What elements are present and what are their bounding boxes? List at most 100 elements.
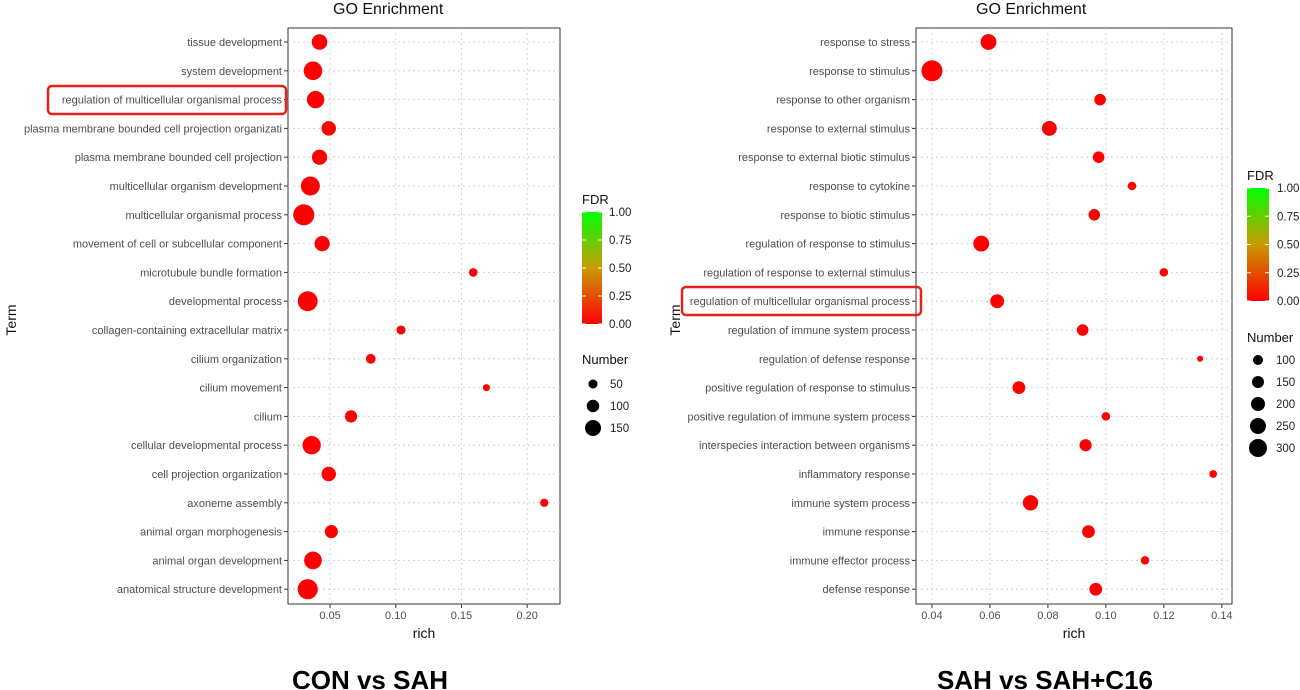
number-legend-title: Number <box>582 352 629 367</box>
x-axis-label: rich <box>413 625 436 641</box>
chart-panel-con-vs-sah: 0.05 0.10 0.15 0.20 tissue development system… <box>3 1 631 690</box>
number-legend-label: 50 <box>610 379 623 391</box>
fdr-legend-label: 0.25 <box>609 291 631 303</box>
data-point <box>1041 120 1057 136</box>
x-tick-label: 0.14 <box>1211 610 1232 622</box>
term-label: system development <box>181 66 282 78</box>
fdr-legend-title: FDR <box>1247 168 1274 183</box>
term-label: anatomical structure development <box>117 584 282 596</box>
data-point <box>311 34 328 50</box>
fdr-legend-label: 0.75 <box>1277 211 1299 223</box>
number-legend-dot <box>1253 355 1263 365</box>
term-label: plasma membrane bounded cell projection <box>75 152 282 164</box>
data-point <box>303 61 323 81</box>
term-label: cell projection organization <box>152 469 282 481</box>
term-label: regulation of response to external stimu… <box>703 267 910 279</box>
term-label: multicellular organismal process <box>125 210 282 222</box>
number-legend-title: Number <box>1247 330 1294 345</box>
term-label: microtubule bundle formation <box>140 267 282 279</box>
data-point <box>540 498 549 507</box>
data-point <box>980 34 997 50</box>
plot-area <box>915 27 1233 605</box>
highlight-box <box>46 84 288 116</box>
y-axis-label: Term <box>667 304 683 335</box>
term-label: tissue development <box>187 37 282 49</box>
fdr-legend-title: FDR <box>582 192 609 207</box>
term-label: positive regulation of immune system pro… <box>687 411 910 423</box>
data-point <box>300 176 320 196</box>
x-tick-label: 0.06 <box>979 610 1000 622</box>
data-point <box>468 268 478 277</box>
data-point <box>1197 355 1204 362</box>
number-legend-label: 100 <box>1276 355 1295 367</box>
term-label: regulation of response to stimulus <box>746 239 911 251</box>
term-label: movement of cell or subcellular componen… <box>73 239 282 251</box>
fdr-legend-label: 0.50 <box>1277 240 1299 252</box>
data-point <box>1127 181 1137 191</box>
fdr-legend-label: 1.00 <box>1277 183 1299 195</box>
data-point <box>314 235 330 252</box>
term-label: response to external biotic stimulus <box>738 152 910 164</box>
number-legend-label: 150 <box>610 423 629 435</box>
plot-title: GO Enrichment <box>976 1 1087 18</box>
data-point <box>1159 268 1169 277</box>
fdr-legend-label: 1.00 <box>609 207 631 219</box>
number-legend-label: 150 <box>1276 377 1295 389</box>
number-legend-dot <box>585 420 601 436</box>
fdr-legend-label: 0.00 <box>609 319 631 331</box>
data-point <box>1012 381 1026 394</box>
term-label: axoneme assembly <box>187 498 282 510</box>
data-point <box>1094 93 1106 106</box>
fdr-colorbar <box>582 212 602 324</box>
data-point <box>1082 525 1095 538</box>
term-label: defense response <box>823 584 910 596</box>
data-point <box>293 204 315 226</box>
x-axis-label: rich <box>1063 625 1086 641</box>
fdr-colorbar <box>1247 188 1269 301</box>
number-legend-dot <box>588 379 598 389</box>
data-point <box>365 353 376 364</box>
data-point <box>990 294 1005 309</box>
term-label: response to cytokine <box>809 181 910 193</box>
y-axis-label: Term <box>3 304 19 335</box>
x-tick-label: 0.05 <box>319 610 340 622</box>
term-label: response to stimulus <box>809 66 910 78</box>
term-label: regulation of immune system process <box>728 325 911 337</box>
term-label: cilium <box>254 411 282 423</box>
data-point <box>304 551 322 570</box>
data-point <box>1088 209 1101 221</box>
term-label: response to stress <box>820 37 910 49</box>
data-point <box>311 149 328 165</box>
term-label: immune system process <box>791 498 910 510</box>
term-label: positive regulation of response to stimu… <box>705 383 910 395</box>
data-point <box>1089 582 1103 596</box>
data-point <box>344 410 358 423</box>
data-point <box>1209 470 1218 478</box>
term-label: plasma membrane bounded cell projection … <box>24 123 282 135</box>
term-label: interspecies interaction between organis… <box>699 440 910 452</box>
term-label: inflammatory response <box>799 469 910 481</box>
number-legend-label: 200 <box>1276 399 1295 411</box>
x-tick-label: 0.12 <box>1153 610 1174 622</box>
term-label: regulation of multicellular organismal p… <box>690 296 911 308</box>
panel-caption: SAH vs SAH+C16 <box>937 665 1153 690</box>
data-point <box>1101 412 1111 421</box>
data-point <box>321 466 336 482</box>
plot-area <box>287 27 561 605</box>
panel-caption: CON vs SAH <box>292 665 448 690</box>
x-tick-label: 0.04 <box>921 610 942 622</box>
data-point <box>1092 151 1105 163</box>
data-point <box>1022 495 1039 511</box>
x-tick-label: 0.20 <box>516 610 537 622</box>
x-tick-label: 0.10 <box>1095 610 1116 622</box>
number-legend-dot <box>1251 397 1265 411</box>
number-legend-label: 100 <box>610 401 629 413</box>
x-tick-label: 0.15 <box>451 610 472 622</box>
plot-title: GO Enrichment <box>333 1 444 18</box>
data-point <box>297 579 318 600</box>
x-tick-label: 0.08 <box>1037 610 1058 622</box>
term-label: animal organ morphogenesis <box>140 527 282 539</box>
data-point <box>321 121 336 136</box>
fdr-legend-label: 0.75 <box>609 235 631 247</box>
